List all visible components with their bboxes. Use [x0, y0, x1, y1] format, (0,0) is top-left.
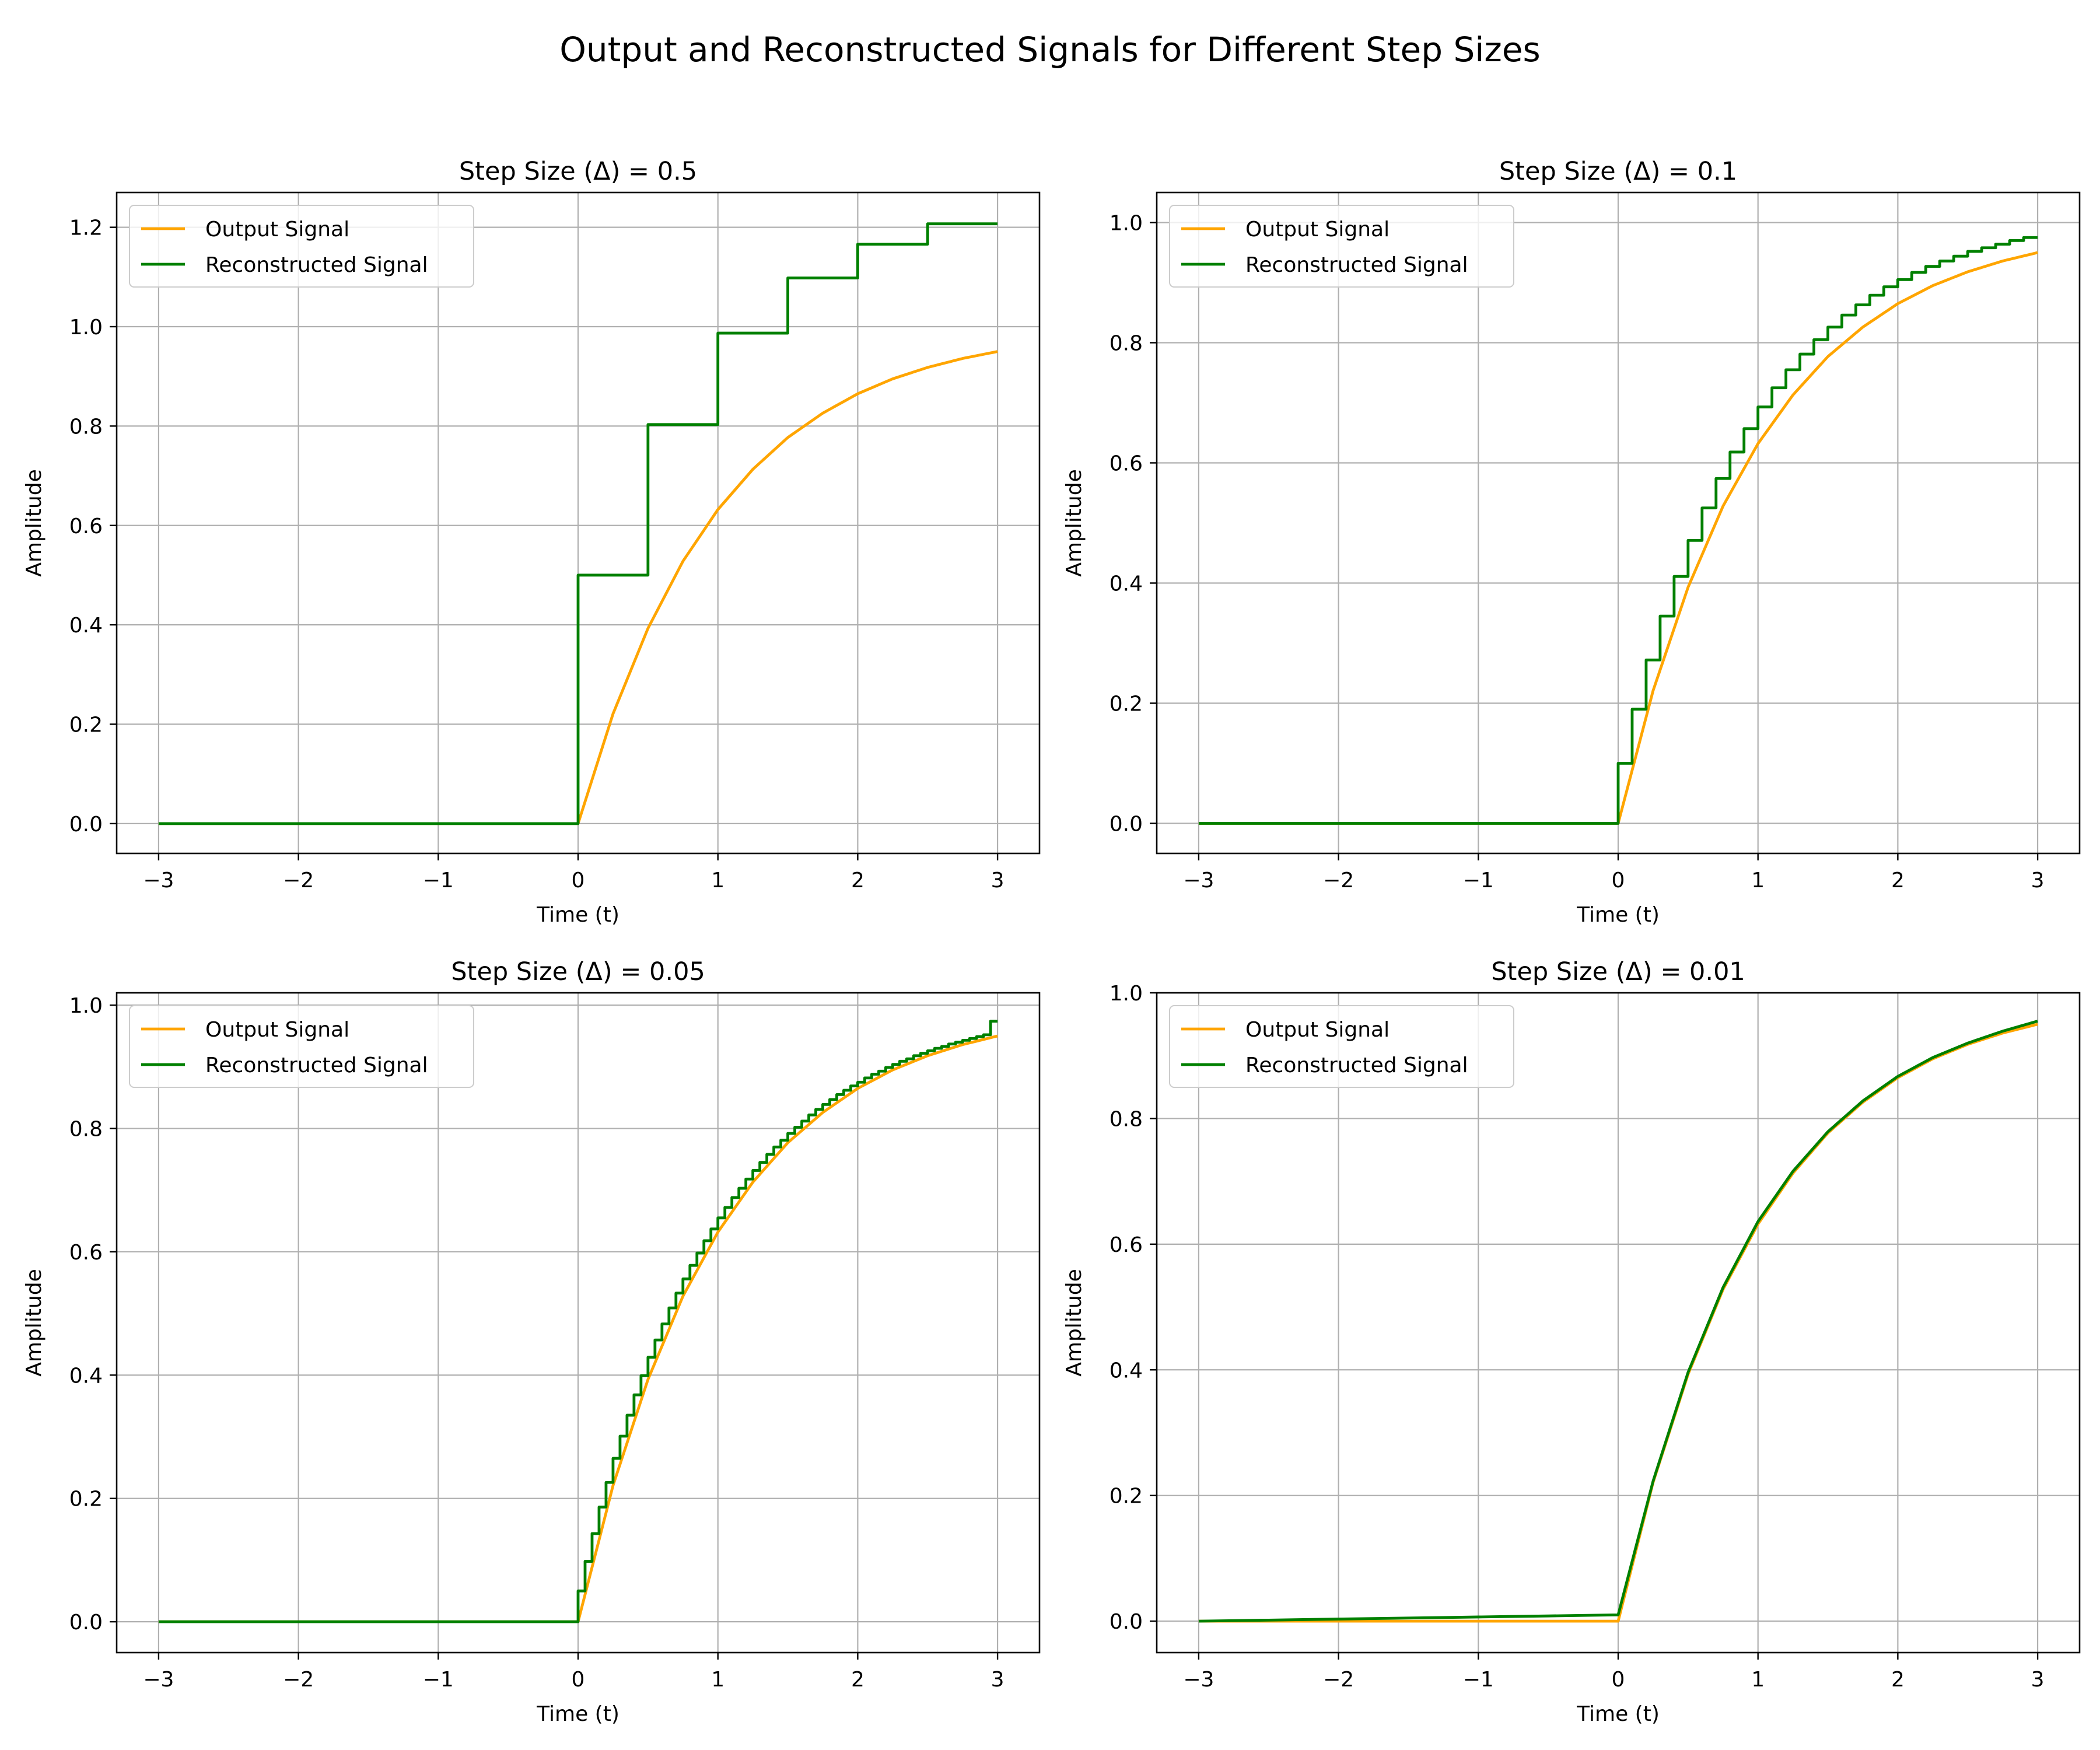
y-tick-label: 0.0 [1110, 1610, 1143, 1634]
legend-output-label: Output Signal [205, 1018, 349, 1042]
legend-reconstructed-label: Reconstructed Signal [1245, 253, 1468, 277]
y-tick-label: 1.0 [1110, 212, 1143, 236]
x-tick-label: 0 [1612, 869, 1625, 892]
y-tick-label: 1.0 [1110, 982, 1143, 1006]
x-tick-label: 3 [2031, 1668, 2045, 1692]
y-axis-label: Amplitude [1062, 1269, 1086, 1376]
legend-box [1169, 205, 1514, 288]
y-tick-label: 0.6 [69, 514, 103, 538]
output-signal-line [1198, 251, 2038, 825]
y-tick-label: 0.0 [1110, 813, 1143, 836]
x-axis-label: Time (t) [536, 1702, 620, 1726]
x-tick-label: 2 [851, 869, 864, 892]
legend-output-label: Output Signal [205, 218, 349, 242]
y-tick-label: 0.4 [1110, 1359, 1143, 1382]
y-tick-label: 0.2 [1110, 692, 1143, 716]
reconstructed-signal-line [1198, 236, 2038, 825]
reconstructed-signal-line [158, 1020, 998, 1623]
legend: Output Signal Reconstructed Signal [1169, 1005, 1514, 1088]
output-signal-line [158, 1034, 998, 1623]
x-tick-label: −1 [423, 869, 454, 892]
legend: Output Signal Reconstructed Signal [1169, 205, 1514, 288]
x-tick-label: −3 [143, 869, 174, 892]
x-tick-label: 2 [851, 1668, 864, 1692]
x-tick-label: −2 [283, 869, 314, 892]
y-tick-label: 0.6 [1110, 1233, 1143, 1257]
x-tick-label: 0 [1612, 1668, 1625, 1692]
y-tick-label: 0.8 [1110, 332, 1143, 356]
x-tick-label: −3 [143, 1668, 174, 1692]
legend-box [129, 205, 474, 288]
subplot-title: Step Size (Δ) = 0.05 [451, 957, 705, 986]
y-tick-label: 0.2 [69, 713, 103, 737]
subplot-title: Step Size (Δ) = 0.1 [1499, 157, 1737, 186]
y-axis-label: Amplitude [22, 469, 46, 576]
y-tick-label: 0.2 [1110, 1485, 1143, 1508]
legend-reconstructed-label: Reconstructed Signal [1245, 1054, 1468, 1077]
subplot-grid: −3 −2 −1 0 1 2 3 0.0 0.2 0.4 0.6 0.8 1.0 1.2 Step Size… [22, 157, 2081, 1726]
y-tick-label: 0.8 [69, 415, 103, 439]
x-tick-label: −2 [283, 1668, 314, 1692]
x-tick-label: 1 [711, 1668, 724, 1692]
x-tick-label: 3 [991, 1668, 1005, 1692]
subplot-2: −3 −2 −1 0 1 2 3 0.0 0.2 0.4 0.6 0.8 1.0 Step Size (Δ… [1062, 157, 2081, 927]
x-tick-label: −3 [1183, 1668, 1214, 1692]
reconstructed-signal-line [1198, 1020, 2038, 1623]
legend: Output Signal Reconstructed Signal [129, 1005, 474, 1088]
legend: Output Signal Reconstructed Signal [129, 205, 474, 288]
legend-box [1169, 1005, 1514, 1088]
x-tick-label: −2 [1323, 1668, 1354, 1692]
y-tick-label: 0.4 [69, 614, 103, 638]
x-axis-label: Time (t) [1576, 903, 1660, 927]
x-tick-label: −1 [1463, 1668, 1494, 1692]
output-signal-line [158, 350, 998, 825]
y-tick-label: 0.0 [69, 1611, 103, 1634]
legend-reconstructed-label: Reconstructed Signal [205, 253, 428, 277]
y-tick-label: 0.0 [69, 813, 103, 836]
y-tick-label: 0.6 [69, 1241, 103, 1265]
x-tick-label: −3 [1183, 869, 1214, 892]
y-tick-label: 0.4 [69, 1364, 103, 1388]
x-axis-label: Time (t) [1576, 1702, 1660, 1726]
y-axis-label: Amplitude [22, 1269, 46, 1376]
legend-output-label: Output Signal [1245, 1018, 1390, 1042]
x-tick-label: −1 [423, 1668, 454, 1692]
subplot-1: −3 −2 −1 0 1 2 3 0.0 0.2 0.4 0.6 0.8 1.0 1.2 Step Size… [22, 157, 1041, 927]
x-tick-label: 3 [991, 869, 1005, 892]
x-tick-label: 3 [2031, 869, 2045, 892]
x-tick-label: −2 [1323, 869, 1354, 892]
subplot-title: Step Size (Δ) = 0.5 [459, 157, 697, 186]
y-tick-label: 1.0 [69, 316, 103, 340]
y-tick-label: 0.4 [1110, 572, 1143, 596]
y-axis-label: Amplitude [1062, 469, 1086, 576]
x-axis-label: Time (t) [536, 903, 620, 927]
y-tick-label: 1.0 [69, 994, 103, 1018]
legend-reconstructed-label: Reconstructed Signal [205, 1054, 428, 1077]
legend-output-label: Output Signal [1245, 218, 1390, 242]
x-tick-label: 1 [1751, 1668, 1765, 1692]
reconstructed-signal-line [158, 222, 998, 825]
y-tick-label: 0.8 [69, 1118, 103, 1142]
x-tick-label: 2 [1891, 869, 1905, 892]
y-tick-label: 0.8 [1110, 1107, 1143, 1131]
y-tick-label: 0.2 [69, 1488, 103, 1511]
x-tick-label: 2 [1891, 1668, 1905, 1692]
legend-box [129, 1005, 474, 1088]
x-tick-label: 1 [1751, 869, 1765, 892]
x-tick-label: −1 [1463, 869, 1494, 892]
subplot-title: Step Size (Δ) = 0.01 [1491, 957, 1745, 986]
y-tick-label: 1.2 [69, 216, 103, 240]
y-tick-label: 0.6 [1110, 452, 1143, 476]
subplot-3: −3 −2 −1 0 1 2 3 0.0 0.2 0.4 0.6 0.8 1.0 Step Size (Δ… [22, 957, 1041, 1726]
x-tick-label: 0 [572, 1668, 585, 1692]
subplot-4: −3 −2 −1 0 1 2 3 0.0 0.2 0.4 0.6 0.8 1.0 Step Size (Δ… [1062, 957, 2081, 1726]
x-tick-label: 0 [572, 869, 585, 892]
figure-title: Output and Reconstructed Signals for Dif… [559, 30, 1541, 69]
x-tick-label: 1 [711, 869, 724, 892]
